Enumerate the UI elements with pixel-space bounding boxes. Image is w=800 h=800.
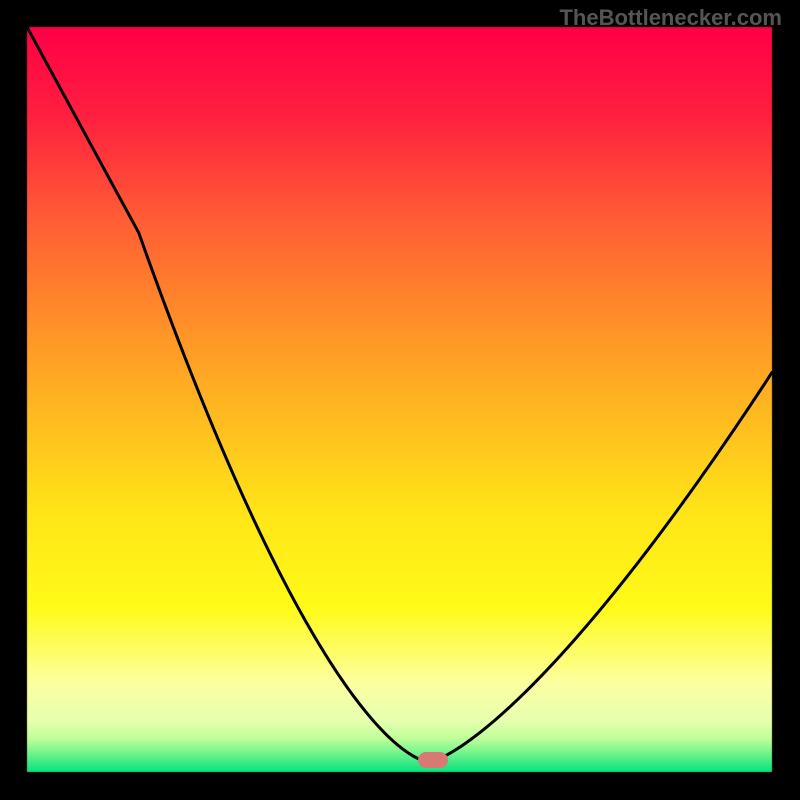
gradient-plot-canvas — [0, 0, 800, 800]
watermark-text: TheBottlenecker.com — [559, 5, 782, 31]
chart-container: TheBottlenecker.com — [0, 0, 800, 800]
